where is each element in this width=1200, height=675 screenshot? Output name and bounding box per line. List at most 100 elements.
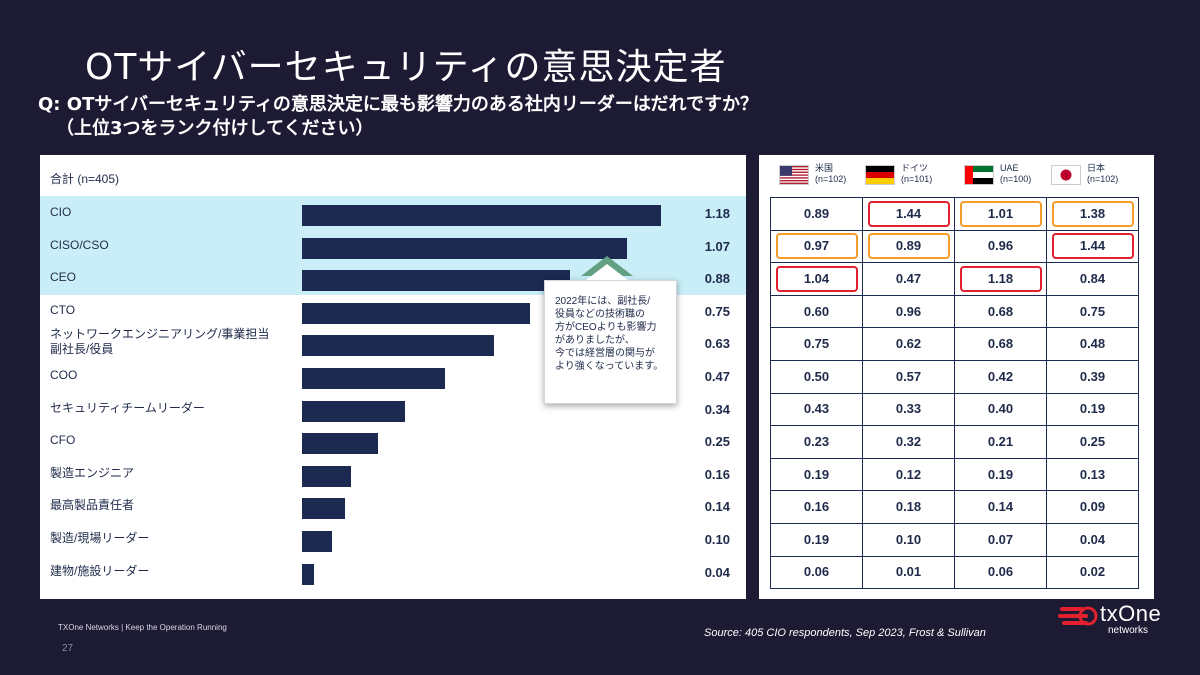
callout-line: 方がCEOよりも影響力 <box>555 322 657 333</box>
category-label: 最高製品責任者 <box>50 498 135 513</box>
table-cell: 0.10 <box>862 522 955 557</box>
cell-value: 0.23 <box>803 433 830 449</box>
table-cell: 0.89 <box>862 229 955 264</box>
table-cell: 0.02 <box>1046 555 1139 590</box>
country-name: ドイツ <box>901 163 929 173</box>
cell-value: 0.68 <box>987 336 1014 352</box>
bar-value-label: 0.25 <box>704 434 730 450</box>
cell-value: 0.68 <box>987 303 1014 319</box>
table-cell: 0.39 <box>1046 359 1139 394</box>
rank-marked-value: 1.44 <box>867 200 950 227</box>
bar-value-label: 0.10 <box>704 532 730 547</box>
cell-value: 0.60 <box>803 303 830 319</box>
country-score-table: 0.89 1.44 1.01 1.38 0.97 0.89 0.96 1.44 1.04 0.47… <box>770 197 1139 590</box>
table-cell: 0.19 <box>770 522 863 557</box>
cell-value: 0.84 <box>1079 270 1106 286</box>
cell-value: 0.32 <box>895 433 922 449</box>
table-cell: 0.19 <box>954 457 1047 492</box>
country-sample-size: (n=102) <box>815 174 847 184</box>
category-label: CTO <box>50 302 76 317</box>
table-row: 0.06 0.01 0.06 0.02 <box>770 555 1139 590</box>
table-cell: 0.89 <box>770 197 863 231</box>
page-number: 27 <box>62 643 74 654</box>
table-cell: 0.57 <box>862 359 955 394</box>
category-label: CFO <box>50 433 76 448</box>
table-cell: 0.13 <box>1046 457 1139 492</box>
table-cell: 0.01 <box>862 555 955 590</box>
cell-value: 0.14 <box>987 499 1014 515</box>
table-row: 0.16 0.18 0.14 0.09 <box>770 490 1139 524</box>
source-note: Source: 405 CIO respondents, Sep 2023, F… <box>704 627 986 639</box>
cell-value: 0.48 <box>1079 336 1106 352</box>
table-cell: 0.04 <box>1046 522 1139 557</box>
table-cell: 1.01 <box>954 197 1047 231</box>
table-row: 0.43 0.33 0.40 0.19 <box>770 392 1139 427</box>
table-cell: 0.33 <box>862 392 955 427</box>
callout-line: がありましたが、 <box>555 335 635 346</box>
cell-value: 0.25 <box>1079 433 1106 449</box>
callout-note: 2022年には、副社長/役員などの技術職の 方がCEOよりも影響力 がありましたが、… <box>544 280 677 404</box>
bar-value-label: 0.88 <box>704 271 730 287</box>
country-name: 米国 <box>815 163 834 173</box>
rank-marked-value: 0.97 <box>775 233 858 260</box>
table-cell: 0.06 <box>770 555 863 590</box>
bar-value-label: 0.04 <box>704 564 730 580</box>
bar <box>302 205 661 226</box>
table-cell: 0.50 <box>770 359 863 394</box>
category-label: ネットワークエンジニアリング/事業担当 副社長/役員 <box>50 327 270 357</box>
callout-arrow-fill <box>586 264 628 280</box>
category-label: CEO <box>50 270 77 285</box>
table-cell: 1.38 <box>1046 197 1139 231</box>
table-cell: 0.75 <box>770 327 863 361</box>
cell-value: 0.62 <box>895 336 922 352</box>
country-sample-size: (n=102) <box>1087 174 1119 184</box>
country-name: 日本 <box>1087 163 1106 173</box>
country-name: UAE <box>1000 163 1019 173</box>
cell-value: 0.75 <box>1079 303 1106 319</box>
category-label: COO <box>50 368 78 382</box>
bar <box>302 335 494 357</box>
question-text: Q: OTサイバーセキュリティの意思決定に最も影響力のある社内リーダーはだれです… <box>38 93 838 141</box>
country-header: ドイツ (n=101) <box>865 163 945 193</box>
cell-value: 0.07 <box>987 531 1014 547</box>
logo-wordmark: txOne <box>1100 601 1162 626</box>
country-header: UAE (n=100) <box>964 163 1044 193</box>
cell-value: 0.43 <box>803 401 830 417</box>
bar <box>302 270 570 292</box>
cell-value: 0.19 <box>803 466 830 482</box>
cell-value: 0.39 <box>1079 368 1106 384</box>
callout-line: 役員などの技術職の <box>555 309 645 320</box>
chart-title: 合計 (n=405) <box>50 172 120 186</box>
bar <box>302 368 445 389</box>
table-cell: 0.97 <box>770 229 863 264</box>
txone-logo: txOne networks <box>1058 601 1178 637</box>
table-cell: 0.96 <box>954 229 1047 264</box>
table-cell: 0.68 <box>954 294 1047 329</box>
rank-marked-value: 1.18 <box>959 265 1042 292</box>
table-cell: 0.06 <box>954 555 1047 590</box>
table-cell: 0.62 <box>862 327 955 361</box>
table-cell: 0.75 <box>1046 294 1139 329</box>
rank-marked-value: 1.44 <box>1051 233 1134 260</box>
category-label: CISO/CSO <box>50 237 109 252</box>
table-cell: 0.19 <box>1046 392 1139 427</box>
table-cell: 0.25 <box>1046 425 1139 459</box>
table-row: 0.60 0.96 0.68 0.75 <box>770 294 1139 329</box>
logo-subtext: networks <box>1108 625 1149 636</box>
table-row: 0.19 0.10 0.07 0.04 <box>770 522 1139 557</box>
cell-value: 0.57 <box>895 368 922 384</box>
footer-company: TXOne Networks | Keep the Operation Runn… <box>58 623 227 632</box>
table-cell: 0.09 <box>1046 490 1139 524</box>
country-header: 米国 (n=102) <box>779 163 859 193</box>
country-sample-size: (n=100) <box>1000 174 1032 184</box>
callout-line: 今では経営層の関与が <box>555 348 655 359</box>
bar <box>302 302 530 324</box>
table-row: 0.75 0.62 0.68 0.48 <box>770 327 1139 361</box>
country-table-panel: 0.89 1.44 1.01 1.38 0.97 0.89 0.96 1.44 1.04 0.47… <box>759 155 1154 599</box>
table-cell: 0.47 <box>862 262 955 296</box>
table-cell: 0.14 <box>954 490 1047 524</box>
bar <box>302 563 315 585</box>
table-cell: 0.16 <box>770 490 863 524</box>
table-cell: 0.96 <box>862 294 955 329</box>
bar-value-label: 0.14 <box>704 499 730 515</box>
